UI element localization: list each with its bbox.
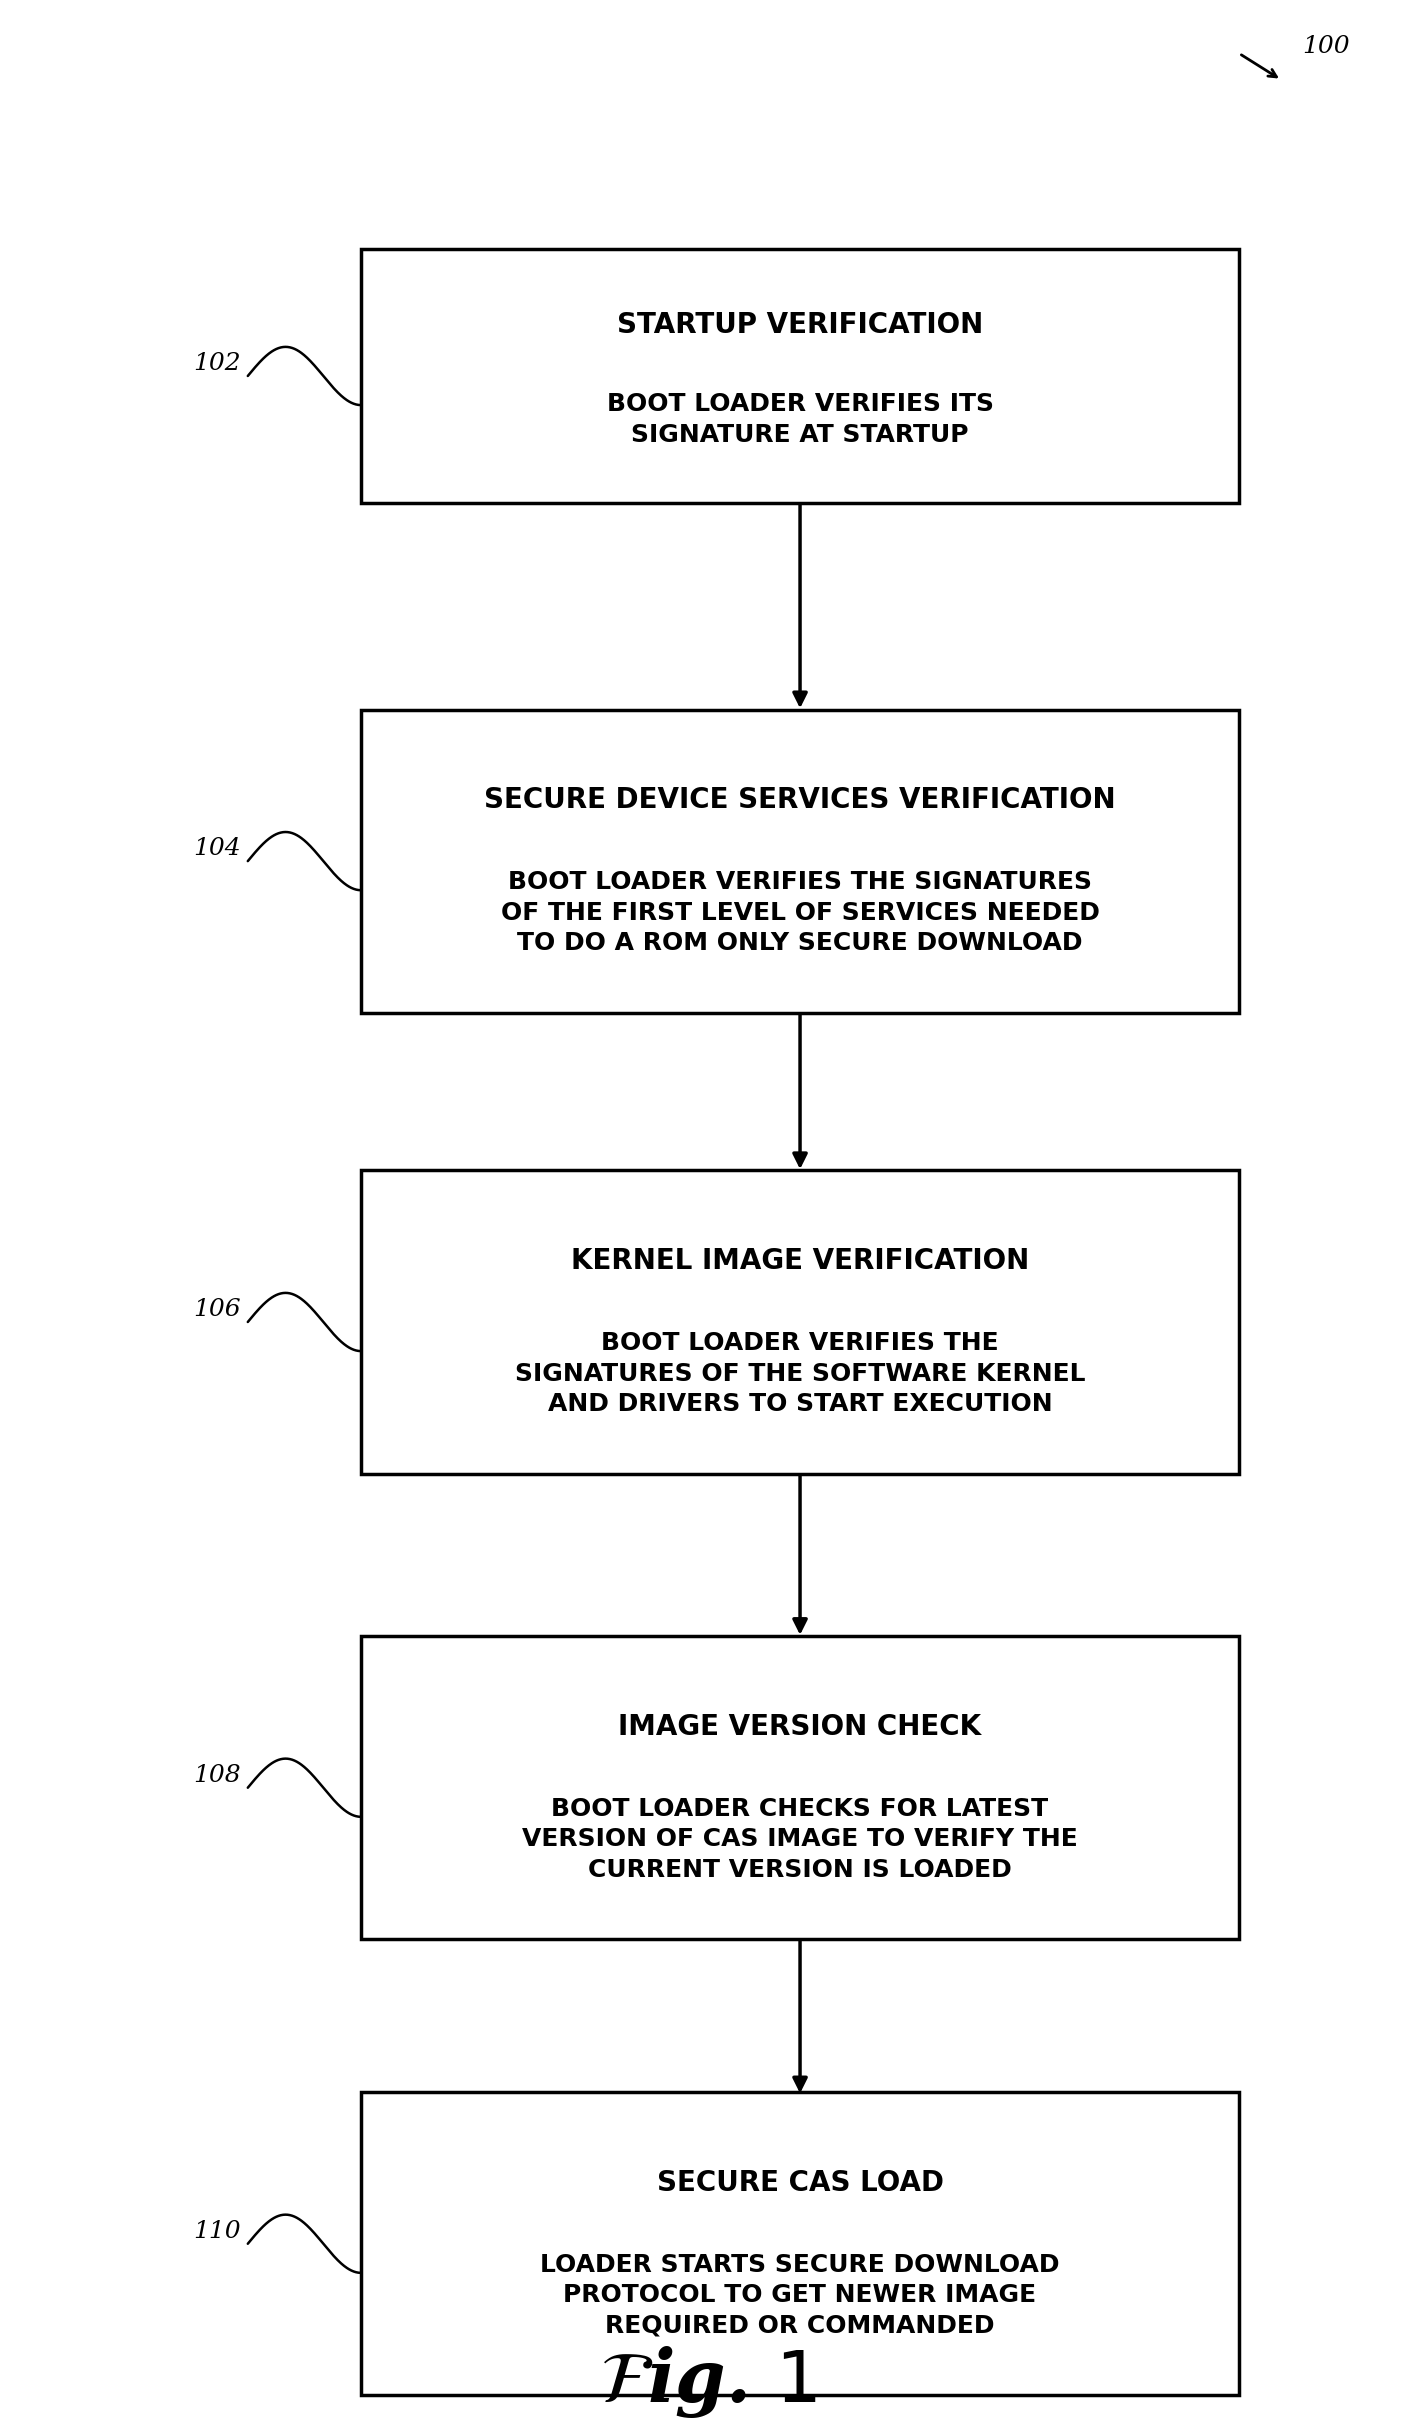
Bar	[361, 710, 1239, 1013]
Text: 106: 106	[193, 1298, 241, 1322]
Text: LOADER STARTS SECURE DOWNLOAD
PROTOCOL TO GET NEWER IMAGE
REQUIRED OR COMMANDED: LOADER STARTS SECURE DOWNLOAD PROTOCOL T…	[541, 2253, 1059, 2338]
Bar	[361, 248, 1239, 503]
Text: 100: 100	[1303, 34, 1351, 58]
Text: STARTUP VERIFICATION: STARTUP VERIFICATION	[617, 311, 983, 340]
Text: SECURE CAS LOAD: SECURE CAS LOAD	[657, 2170, 943, 2197]
Text: IMAGE VERSION CHECK: IMAGE VERSION CHECK	[619, 1713, 981, 1740]
Bar	[361, 1171, 1239, 1473]
Text: SECURE DEVICE SERVICES VERIFICATION: SECURE DEVICE SERVICES VERIFICATION	[484, 787, 1116, 814]
Text: 108: 108	[193, 1764, 241, 1786]
Text: BOOT LOADER VERIFIES THE SIGNATURES
OF THE FIRST LEVEL OF SERVICES NEEDED
TO DO : BOOT LOADER VERIFIES THE SIGNATURES OF T…	[501, 870, 1099, 955]
Text: BOOT LOADER VERIFIES THE
SIGNATURES OF THE SOFTWARE KERNEL
AND DRIVERS TO START : BOOT LOADER VERIFIES THE SIGNATURES OF T…	[515, 1332, 1085, 1417]
Text: BOOT LOADER VERIFIES ITS
SIGNATURE AT STARTUP: BOOT LOADER VERIFIES ITS SIGNATURE AT ST…	[606, 391, 994, 447]
Text: $\mathcal{F}$ig. $1$: $\mathcal{F}$ig. $1$	[600, 2345, 816, 2420]
Text: KERNEL IMAGE VERIFICATION: KERNEL IMAGE VERIFICATION	[571, 1247, 1029, 1276]
Text: 104: 104	[193, 838, 241, 860]
Text: 102: 102	[193, 352, 241, 374]
Bar	[361, 1635, 1239, 1939]
Bar	[361, 2092, 1239, 2396]
Text: BOOT LOADER CHECKS FOR LATEST
VERSION OF CAS IMAGE TO VERIFY THE
CURRENT VERSION: BOOT LOADER CHECKS FOR LATEST VERSION OF…	[523, 1796, 1078, 1881]
Text: 110: 110	[193, 2221, 241, 2243]
